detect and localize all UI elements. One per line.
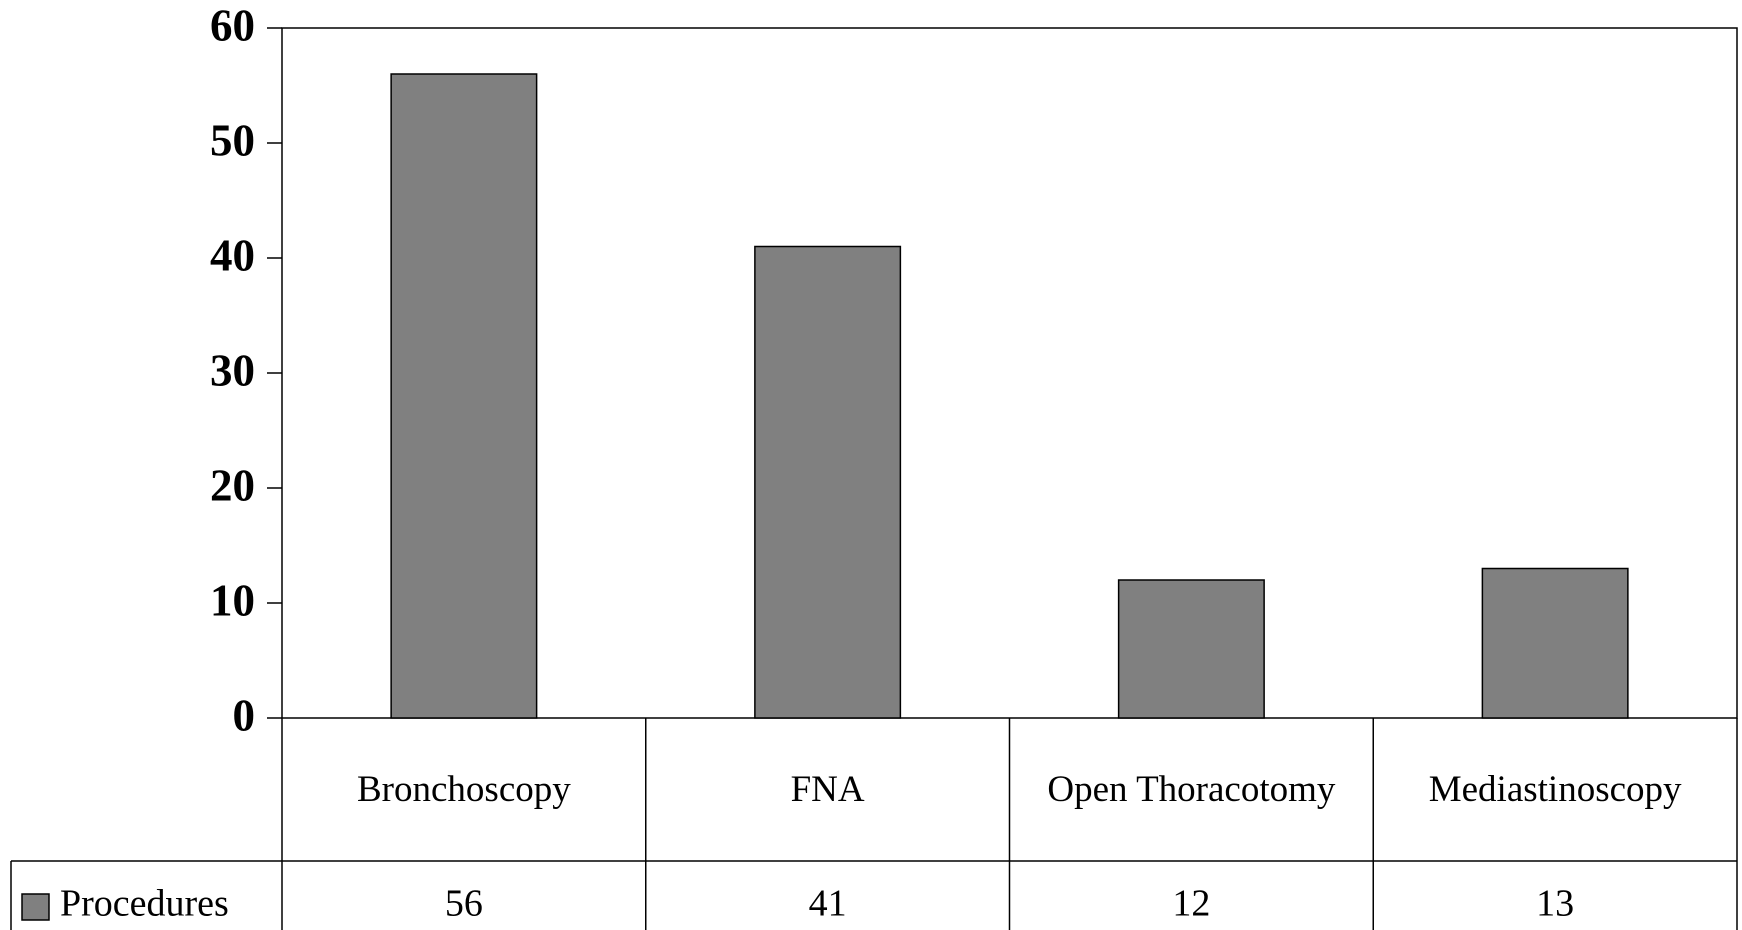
- legend-swatch: [21, 893, 50, 921]
- table-value: 13: [1536, 883, 1574, 925]
- x-tick-label: FNA: [790, 768, 865, 810]
- category-cell: Bronchoscopy: [282, 718, 646, 861]
- y-tick-label: 60: [210, 0, 255, 50]
- x-tick-label: Open Thoracotomy: [1047, 768, 1336, 810]
- y-tick-label: 10: [210, 575, 255, 625]
- x-tick-label: Bronchoscopy: [357, 768, 571, 810]
- legend-label: Procedures: [60, 883, 229, 925]
- y-tick-label: 0: [233, 690, 256, 740]
- table-value: 12: [1172, 883, 1210, 925]
- y-tick-label: 40: [210, 230, 255, 280]
- x-tick-label: Mediastinoscopy: [1428, 768, 1682, 810]
- category-cell: Mediastinoscopy: [1373, 718, 1737, 861]
- bar: [1481, 567, 1629, 719]
- y-tick-label: 30: [210, 345, 255, 395]
- bar: [1117, 579, 1265, 719]
- y-tick-label: 20: [210, 460, 255, 510]
- y-tick-label: 50: [210, 115, 255, 165]
- bar: [390, 73, 538, 719]
- table-value: 56: [445, 883, 483, 925]
- category-cell: Open Thoracotomy: [1010, 718, 1374, 861]
- bar: [754, 245, 902, 719]
- table-value: 41: [809, 883, 847, 925]
- category-cell: FNA: [646, 718, 1010, 861]
